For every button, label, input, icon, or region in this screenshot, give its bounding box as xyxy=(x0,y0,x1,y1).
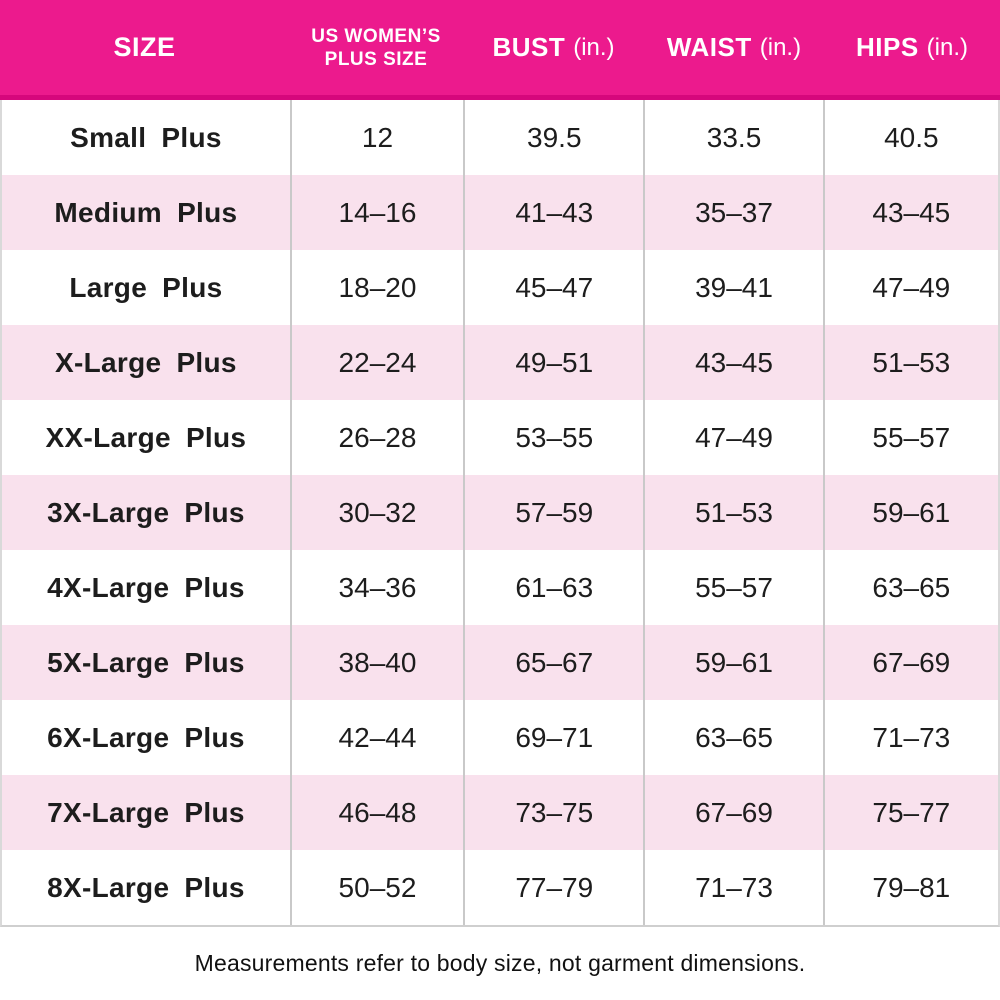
cell-hips: 79–81 xyxy=(822,850,998,925)
cell-waist: 51–53 xyxy=(643,475,822,550)
cell-waist: 59–61 xyxy=(643,625,822,700)
waist-label: WAIST xyxy=(666,32,752,62)
cell-hips: 40.5 xyxy=(822,100,998,175)
cell-size: 7X-Large Plus xyxy=(47,796,245,828)
cell-bust: 65–67 xyxy=(463,625,643,700)
cell-plus-size: 50–52 xyxy=(289,850,463,925)
size-chart-body: Small Plus 12 39.5 33.5 40.5 Medium Plus… xyxy=(0,100,1000,927)
table-row: X-Large Plus 22–24 49–51 43–45 51–53 xyxy=(2,325,998,400)
cell-hips: 71–73 xyxy=(822,700,998,775)
table-row: 4X-Large Plus 34–36 61–63 55–57 63–65 xyxy=(2,550,998,625)
cell-bust: 73–75 xyxy=(463,775,643,850)
cell-waist: 63–65 xyxy=(643,700,822,775)
cell-hips: 67–69 xyxy=(822,625,998,700)
cell-bust: 53–55 xyxy=(463,400,643,475)
table-row: XX-Large Plus 26–28 53–55 47–49 55–57 xyxy=(2,400,998,475)
cell-hips: 63–65 xyxy=(822,550,998,625)
table-row: Medium Plus 14–16 41–43 35–37 43–45 xyxy=(2,175,998,250)
cell-size: Small Plus xyxy=(70,121,222,153)
cell-hips: 51–53 xyxy=(822,325,998,400)
column-header-us-line2: PLUS SIZE xyxy=(324,48,428,70)
cell-bust: 61–63 xyxy=(463,550,643,625)
column-header-us-line1: US WOMEN’S xyxy=(311,25,441,47)
cell-plus-size: 46–48 xyxy=(289,775,463,850)
cell-bust: 41–43 xyxy=(463,175,643,250)
cell-plus-size: 42–44 xyxy=(289,700,463,775)
cell-waist: 39–41 xyxy=(643,250,822,325)
cell-plus-size: 12 xyxy=(289,100,463,175)
cell-plus-size: 14–16 xyxy=(289,175,463,250)
cell-size: Large Plus xyxy=(69,271,223,303)
cell-size: 6X-Large Plus xyxy=(47,721,245,753)
column-header-size: SIZE xyxy=(113,32,176,62)
column-header-hips: HIPS (in.) xyxy=(824,32,1000,63)
table-row: 5X-Large Plus 38–40 65–67 59–61 67–69 xyxy=(2,625,998,700)
column-header-waist: WAIST (in.) xyxy=(644,32,824,63)
cell-size: XX-Large Plus xyxy=(45,421,247,453)
cell-hips: 47–49 xyxy=(822,250,998,325)
bust-label: BUST xyxy=(492,32,566,62)
cell-bust: 45–47 xyxy=(463,250,643,325)
table-row: Small Plus 12 39.5 33.5 40.5 xyxy=(2,100,998,175)
cell-bust: 39.5 xyxy=(463,100,643,175)
cell-size: 4X-Large Plus xyxy=(47,571,245,603)
cell-plus-size: 30–32 xyxy=(289,475,463,550)
cell-waist: 35–37 xyxy=(643,175,822,250)
cell-bust: 69–71 xyxy=(463,700,643,775)
bust-unit-label: (in.) xyxy=(573,33,615,61)
cell-hips: 75–77 xyxy=(822,775,998,850)
cell-bust: 57–59 xyxy=(463,475,643,550)
cell-waist: 55–57 xyxy=(643,550,822,625)
measurement-note: Measurements refer to body size, not gar… xyxy=(194,950,806,976)
cell-plus-size: 22–24 xyxy=(289,325,463,400)
cell-bust: 77–79 xyxy=(463,850,643,925)
cell-hips: 43–45 xyxy=(822,175,998,250)
table-row: 7X-Large Plus 46–48 73–75 67–69 75–77 xyxy=(2,775,998,850)
size-chart-header: SIZE US WOMEN’S PLUS SIZE BUST (in.) WAI… xyxy=(0,0,1000,100)
cell-waist: 67–69 xyxy=(643,775,822,850)
cell-size: Medium Plus xyxy=(54,196,238,228)
cell-size: 8X-Large Plus xyxy=(47,871,245,903)
cell-waist: 71–73 xyxy=(643,850,822,925)
hips-unit-label: (in.) xyxy=(926,33,969,61)
hips-label: HIPS xyxy=(855,32,919,62)
column-header-bust: BUST (in.) xyxy=(463,32,644,63)
table-row: 6X-Large Plus 42–44 69–71 63–65 71–73 xyxy=(2,700,998,775)
cell-waist: 43–45 xyxy=(643,325,822,400)
table-row: Large Plus 18–20 45–47 39–41 47–49 xyxy=(2,250,998,325)
waist-unit-label: (in.) xyxy=(759,33,802,61)
cell-plus-size: 34–36 xyxy=(289,550,463,625)
cell-plus-size: 18–20 xyxy=(289,250,463,325)
cell-size: 3X-Large Plus xyxy=(47,496,245,528)
cell-waist: 47–49 xyxy=(643,400,822,475)
cell-plus-size: 26–28 xyxy=(289,400,463,475)
column-header-us-plus-size: US WOMEN’S PLUS SIZE xyxy=(289,25,463,71)
cell-bust: 49–51 xyxy=(463,325,643,400)
cell-size: X-Large Plus xyxy=(55,346,237,378)
table-row: 8X-Large Plus 50–52 77–79 71–73 79–81 xyxy=(2,850,998,925)
cell-hips: 55–57 xyxy=(822,400,998,475)
table-row: 3X-Large Plus 30–32 57–59 51–53 59–61 xyxy=(2,475,998,550)
cell-size: 5X-Large Plus xyxy=(47,646,245,678)
cell-waist: 33.5 xyxy=(643,100,822,175)
cell-plus-size: 38–40 xyxy=(289,625,463,700)
cell-hips: 59–61 xyxy=(822,475,998,550)
